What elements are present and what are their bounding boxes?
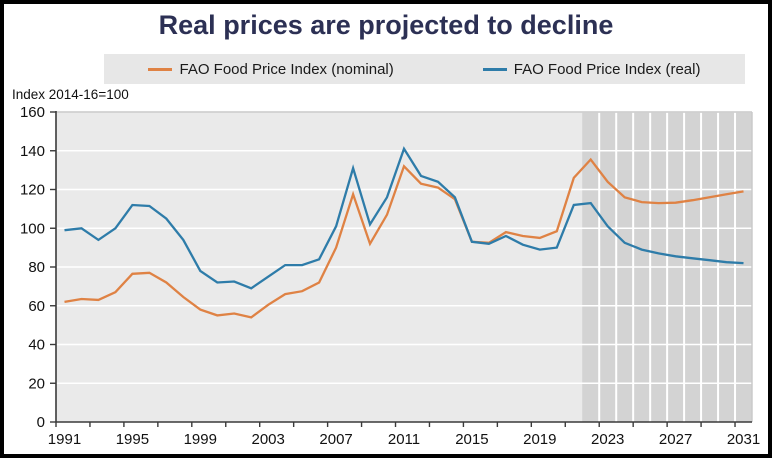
axis-unit-label: Index 2014-16=100	[12, 87, 129, 102]
y-axis-label: 0	[37, 414, 45, 431]
real-line-swatch	[482, 67, 507, 71]
x-axis-label: 2031	[727, 431, 760, 448]
nominal-series-line	[64, 157, 744, 319]
y-axis-label: 160	[20, 104, 45, 121]
y-axis-label: 20	[28, 375, 45, 392]
x-axis-label: 2007	[319, 431, 352, 448]
x-axis-label: 2015	[455, 431, 488, 448]
y-axis-label: 40	[28, 337, 45, 354]
x-axis-label: 2023	[591, 431, 624, 448]
x-axis-label: 2011	[388, 431, 420, 448]
x-axis-label: 2003	[252, 431, 285, 448]
legend: FAO Food Price Index (nominal) FAO Food …	[104, 54, 745, 84]
y-axis-label: 120	[20, 182, 45, 199]
y-axis-label: 60	[28, 298, 45, 315]
real-series-line	[64, 146, 744, 290]
y-axis-label: 100	[20, 220, 45, 237]
x-axis-label: 1999	[184, 431, 217, 448]
legend-label-nominal: FAO Food Price Index (nominal)	[179, 60, 394, 78]
nominal-line-swatch	[148, 67, 173, 71]
price-index-chart: 0 20 40 60 80 100 120 140 160 1991 1995 1999 2003 200…	[20, 104, 760, 448]
legend-label-real: FAO Food Price Index (real)	[513, 60, 701, 78]
x-axis-label: 2027	[659, 431, 692, 448]
chart-title: Real prices are projected to decline	[158, 10, 614, 40]
legend-item-real: FAO Food Price Index (real)	[482, 60, 701, 78]
x-axis-label: 1991	[48, 431, 81, 448]
y-axis-label: 140	[20, 143, 45, 160]
legend-item-nominal: FAO Food Price Index (nominal)	[148, 60, 394, 78]
x-axis-label: 1995	[116, 431, 149, 448]
x-axis-label: 2019	[523, 431, 556, 448]
y-axis-label: 80	[28, 259, 45, 276]
